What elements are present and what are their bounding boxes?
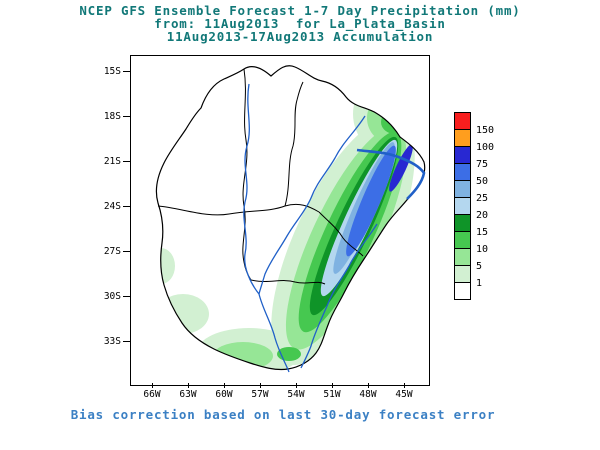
plot-title-line1: NCEP GFS Ensemble Forecast 1-7 Day Preci… [79, 3, 521, 18]
rivers [243, 83, 426, 373]
legend-swatch-15 [454, 214, 471, 232]
colorbar-legend: 150 100 75 50 25 20 15 10 5 1 [454, 112, 500, 308]
paraguay-river [243, 83, 260, 295]
precipitation-shading [156, 72, 425, 370]
y-axis-label-27s: 27S [90, 246, 130, 257]
x-axis-label-48w: 48W [355, 383, 381, 400]
legend-label-5: 5 [476, 261, 482, 272]
legend-label-15: 15 [476, 227, 488, 238]
legend-label-150: 150 [476, 125, 494, 136]
border-west [242, 68, 252, 281]
y-axis-label-18s: 18S [90, 111, 130, 122]
legend-swatch-1 [454, 265, 471, 283]
colorbar-swatches [454, 112, 471, 300]
x-axis-label-51w: 51W [319, 383, 345, 400]
plot-title-line2: from: 11Aug2013 for La_Plata_Basin [154, 16, 446, 31]
parana-river-upper [258, 115, 366, 295]
bias-correction-note: Bias correction based on last 30-day for… [70, 407, 496, 422]
legend-label-10: 10 [476, 244, 488, 255]
border-south [250, 279, 326, 285]
coastal-river-thick [356, 148, 426, 200]
legend-swatch-5 [454, 248, 471, 266]
shade-75mm-northeast-spot [404, 113, 410, 119]
border-central-ew [157, 203, 320, 216]
border-central-ns [284, 81, 304, 207]
y-axis-label-15s: 15S [90, 66, 130, 77]
basin-outline [155, 65, 426, 371]
shade-50mm-coastal-band [346, 145, 396, 257]
colorbar-svg: 150 100 75 50 25 20 15 10 5 1 [454, 112, 494, 300]
y-axis-label-30s: 30S [90, 291, 130, 302]
legend-label-1: 1 [476, 278, 482, 289]
uruguay-river [300, 223, 378, 369]
legend-label-75: 75 [476, 159, 488, 170]
legend-swatch-20 [454, 197, 471, 215]
plot-title-line3: 11Aug2013-17Aug2013 Accumulation [166, 29, 434, 44]
x-axis-label-45w: 45W [391, 383, 417, 400]
shade-75mm-coastal-core [389, 144, 413, 192]
legend-swatch-100 [454, 129, 471, 147]
x-axis-label-57w: 57W [247, 383, 273, 400]
x-axis-label-66w: 66W [139, 383, 165, 400]
legend-swatch-10 [454, 231, 471, 249]
legend-swatch-0 [454, 282, 471, 300]
y-axis-label-21s: 21S [90, 156, 130, 167]
legend-swatch-150 [454, 112, 471, 130]
colorbar-labels: 150 100 75 50 25 20 15 10 5 1 [476, 125, 494, 289]
legend-label-50: 50 [476, 176, 488, 187]
y-axis-label-24s: 24S [90, 201, 130, 212]
legend-swatch-75 [454, 146, 471, 164]
legend-swatch-50 [454, 163, 471, 181]
parana-river-lower [258, 293, 290, 373]
x-axis-label-60w: 60W [211, 383, 237, 400]
legend-swatch-25 [454, 180, 471, 198]
shade-5mm-south-patch [213, 342, 273, 370]
x-axis-label-63w: 63W [175, 383, 201, 400]
y-axis-label-33s: 33S [90, 336, 130, 347]
legend-label-20: 20 [476, 210, 488, 221]
legend-label-100: 100 [476, 142, 494, 153]
x-axis-label-54w: 54W [283, 383, 309, 400]
legend-label-25: 25 [476, 193, 488, 204]
precipitation-map [155, 65, 426, 373]
shade-1mm-southwest-patch [157, 294, 209, 334]
map-frame [130, 55, 430, 386]
